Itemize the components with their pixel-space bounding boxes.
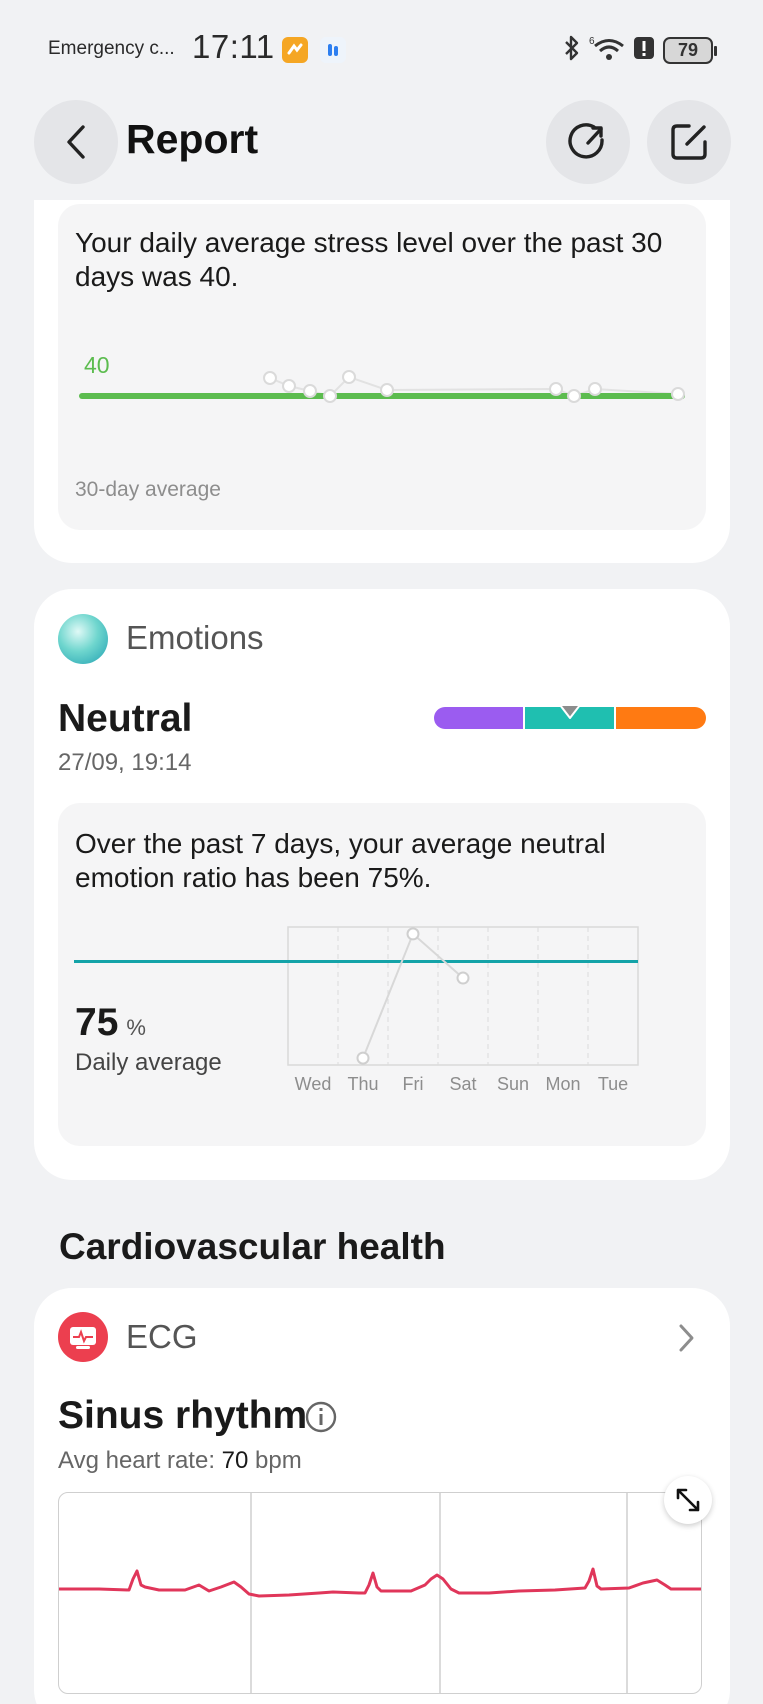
app-notification-icon-2 — [320, 37, 346, 63]
status-bar: Emergency c... 17:11 6 79 — [0, 0, 763, 100]
stress-caption: 30-day average — [75, 478, 221, 501]
emotions-card[interactable]: Emotions Neutral 27/09, 19:14 Over the p… — [34, 589, 730, 1180]
cardiovascular-section-title: Cardiovascular health — [59, 1226, 446, 1267]
emotion-average-value: 75 — [75, 1001, 119, 1044]
ecg-card[interactable]: ECG Sinus rhythm Avg heart rate: 70 bpm — [34, 1288, 730, 1704]
emotion-state: Neutral — [58, 697, 193, 740]
back-arrow-icon — [67, 125, 85, 159]
x-tick-label: Fri — [403, 1074, 424, 1094]
alert-icon — [633, 34, 655, 67]
wifi-icon: 6 — [589, 34, 625, 67]
ecg-waveform — [58, 1492, 702, 1694]
stress-average-value: 40 — [84, 352, 110, 378]
svg-text:6: 6 — [589, 36, 595, 47]
data-point — [406, 927, 420, 941]
emotion-weekly-chart: Wed Thu Fri Sat Sun Mon Tue — [74, 926, 639, 1094]
emotion-average: 75 % — [75, 1001, 146, 1045]
emotion-average-label: Daily average — [75, 1049, 222, 1076]
x-tick-label: Wed — [295, 1074, 332, 1094]
emotion-summary-text: Over the past 7 days, your average neutr… — [75, 828, 606, 893]
ecg-avg-unit: bpm — [248, 1447, 302, 1474]
clock: 17:11 — [192, 28, 275, 65]
emotion-summary-panel: Over the past 7 days, your average neutr… — [58, 803, 706, 1146]
emotions-title: Emotions — [126, 619, 264, 656]
ecg-result: Sinus rhythm — [58, 1394, 308, 1437]
expand-icon — [676, 1488, 700, 1512]
app-header: Report — [0, 98, 763, 184]
emergency-call-label: Emergency c... — [48, 38, 175, 59]
emotion-timestamp: 27/09, 19:14 — [58, 749, 192, 776]
stress-summary-panel: Your daily average stress level over the… — [58, 204, 706, 530]
ecg-avg-heart-rate: Avg heart rate: 70 bpm — [58, 1447, 302, 1475]
status-icons: 6 79 — [563, 34, 717, 67]
ecg-avg-prefix: Avg heart rate: — [58, 1447, 222, 1474]
chevron-right-icon[interactable] — [676, 1322, 696, 1354]
app-notification-icon — [282, 37, 308, 63]
stress-summary-text: Your daily average stress level over the… — [75, 227, 663, 292]
back-button[interactable] — [34, 100, 118, 184]
battery-icon: 79 — [663, 37, 717, 64]
data-point — [456, 971, 470, 985]
data-point — [356, 1051, 370, 1065]
share-button[interactable] — [546, 100, 630, 184]
info-icon[interactable] — [304, 1400, 338, 1434]
emotions-icon — [58, 614, 108, 664]
edit-button[interactable] — [647, 100, 731, 184]
x-tick-label: Sat — [449, 1074, 476, 1094]
chart-frame — [287, 926, 639, 1066]
stress-trend-chart — [79, 370, 685, 403]
ecg-avg-value: 70 — [221, 1447, 249, 1474]
emotion-indicator-icon — [559, 704, 581, 719]
x-tick-label: Tue — [598, 1074, 628, 1094]
expand-button[interactable] — [664, 1476, 712, 1524]
ecg-title: ECG — [126, 1318, 198, 1355]
share-icon — [568, 123, 604, 159]
x-tick-label: Sun — [497, 1074, 529, 1094]
page-title: Report — [126, 116, 259, 162]
edit-icon — [671, 124, 707, 160]
emotion-scale-negative — [434, 707, 523, 729]
ecg-icon — [58, 1312, 108, 1362]
bluetooth-icon — [563, 34, 581, 67]
emotion-average-unit: % — [126, 1015, 146, 1040]
emotion-scale-positive — [616, 707, 706, 729]
stress-card: Your daily average stress level over the… — [34, 200, 730, 563]
ecg-trace — [59, 1567, 701, 1598]
series-line — [362, 932, 464, 1059]
x-tick-label: Thu — [347, 1074, 378, 1094]
emotion-scale-bar — [434, 704, 706, 729]
x-tick-label: Mon — [545, 1074, 580, 1094]
